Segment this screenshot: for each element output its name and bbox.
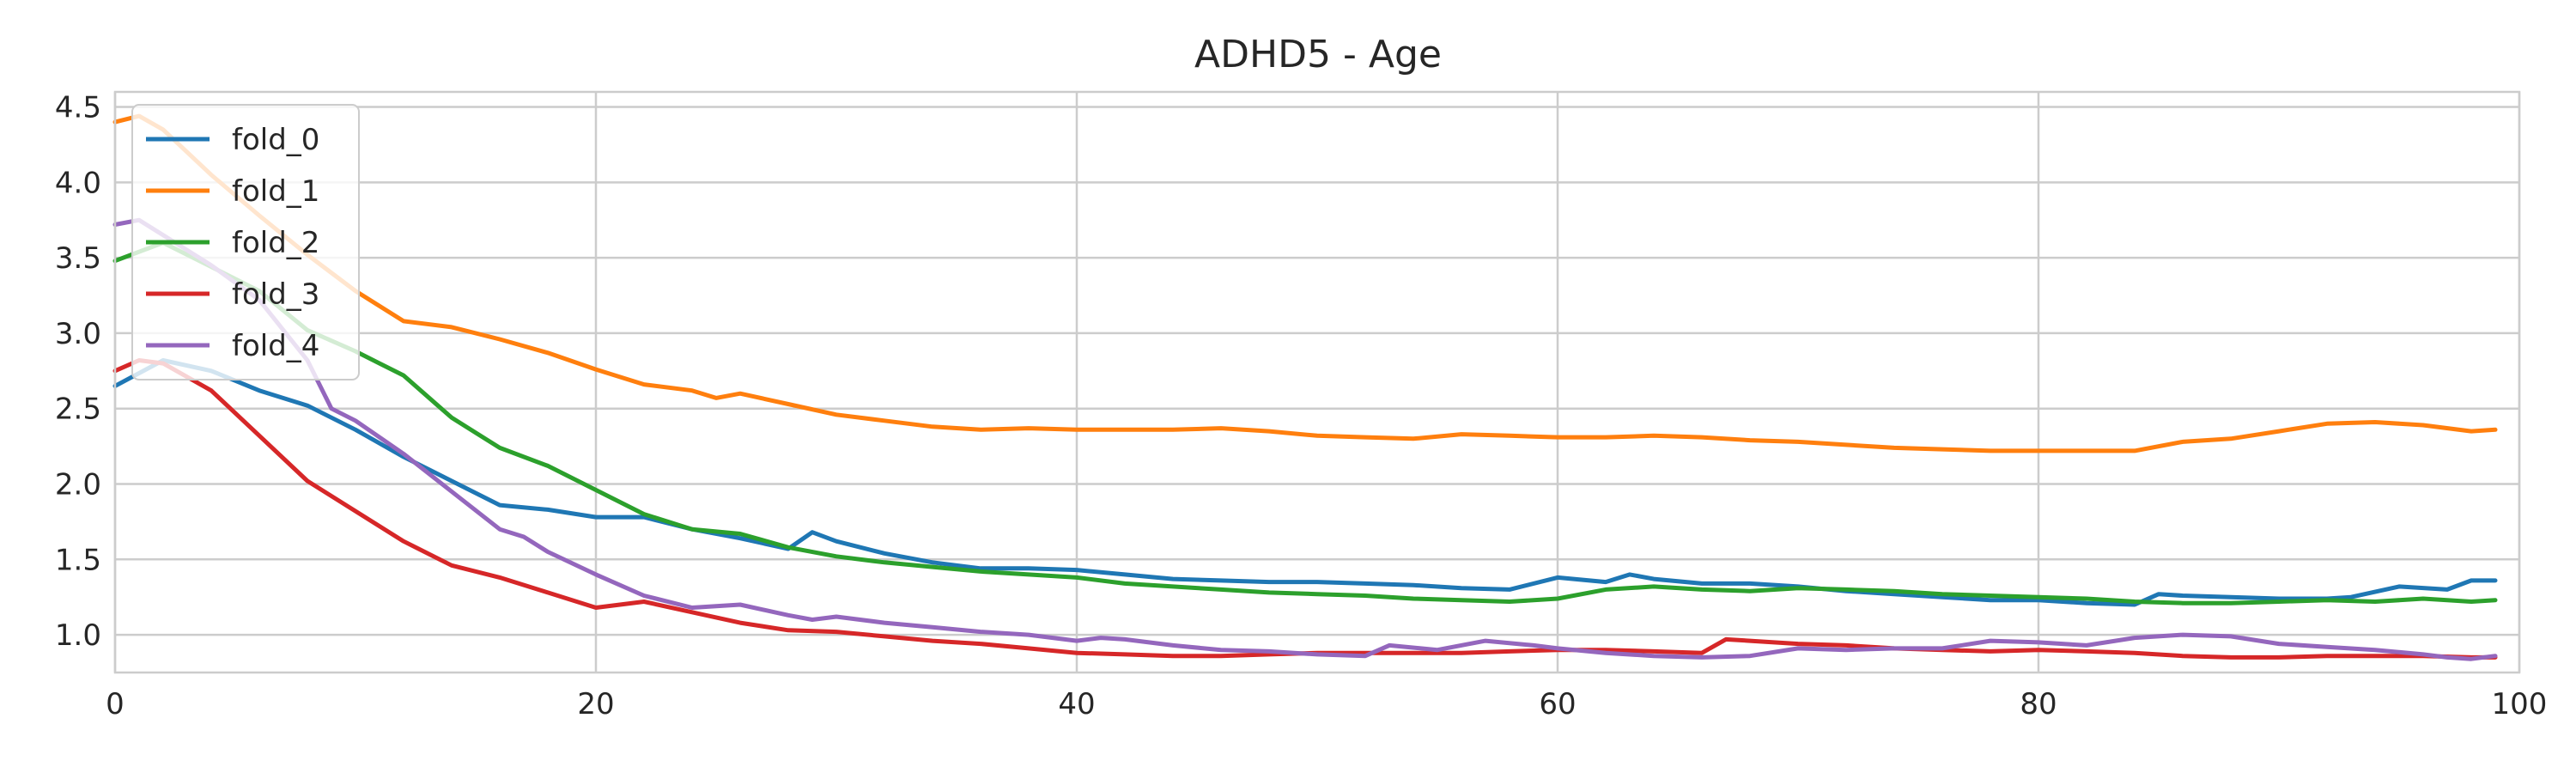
x-tick-label: 100	[2492, 687, 2548, 721]
legend-label: fold_4	[232, 329, 319, 363]
y-tick-label: 1.0	[55, 618, 101, 653]
x-tick-label: 0	[106, 687, 125, 721]
plot-frame	[113, 90, 2521, 674]
y-tick-label: 3.0	[55, 317, 101, 351]
series-group	[112, 113, 2498, 661]
series-line-fold-4	[112, 217, 2498, 661]
y-tick-label: 3.5	[55, 241, 101, 276]
x-tick-label: 60	[1539, 687, 1576, 721]
legend: fold_0 fold_1 fold_2 fold_3 fold_4	[131, 104, 360, 380]
y-tick-label: 2.0	[55, 468, 101, 502]
legend-label: fold_2	[232, 226, 319, 260]
legend-label: fold_3	[232, 277, 319, 312]
y-tick-label: 2.5	[55, 393, 101, 427]
series-line-fold-2	[112, 240, 2498, 606]
legend-label: fold_1	[232, 174, 319, 209]
y-tick-label: 4.0	[55, 166, 101, 200]
y-tick-label: 1.5	[55, 543, 101, 577]
chart-title: ADHD5 - Age	[1194, 33, 1442, 76]
plot-area	[115, 92, 2519, 673]
legend-box	[131, 104, 360, 380]
grid	[113, 92, 2521, 673]
x-tick-label: 40	[1058, 687, 1095, 721]
x-tick-label: 20	[577, 687, 614, 721]
series-line-fold-1	[112, 113, 2498, 453]
legend-label: fold_0	[232, 123, 319, 157]
series-line-fold-0	[112, 358, 2498, 607]
x-tick-label: 80	[2020, 687, 2057, 721]
y-tick-label: 4.5	[55, 91, 101, 125]
tick-labels: 0 20 40 60 80 100 1.0 1.5 2.0 2.5 3.0 3.5 4.0 4.5	[55, 91, 2548, 721]
